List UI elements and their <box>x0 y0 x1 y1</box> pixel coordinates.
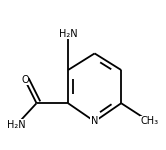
Text: N: N <box>91 117 98 126</box>
Text: CH₃: CH₃ <box>140 117 159 126</box>
Text: O: O <box>21 75 29 85</box>
Text: H₂N: H₂N <box>59 28 77 39</box>
Text: H₂N: H₂N <box>7 120 26 130</box>
